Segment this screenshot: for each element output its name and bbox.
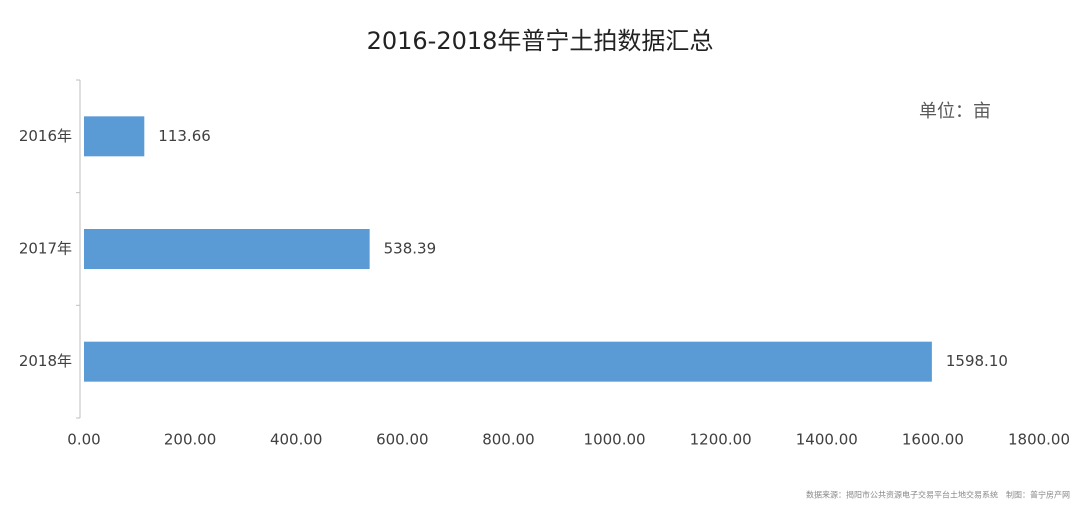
x-tick-label: 800.00 (482, 431, 535, 449)
bar (84, 341, 932, 382)
y-tick-label: 2016年 (19, 127, 72, 145)
bar (84, 116, 145, 157)
source-note: 数据来源：揭阳市公共资源电子交易平台土地交易系统 制图：普宁房产网 (806, 490, 1070, 500)
value-label: 1598.10 (946, 352, 1008, 370)
bar (84, 229, 370, 269)
x-tick-label: 200.00 (164, 431, 217, 449)
value-label: 538.39 (384, 240, 437, 258)
x-tick-label: 1600.00 (902, 431, 964, 449)
x-tick-label: 0.00 (67, 431, 100, 449)
x-tick-label: 1000.00 (584, 431, 646, 449)
value-label: 113.66 (158, 127, 211, 145)
unit-label: 单位：亩 (919, 101, 991, 122)
chart-title: 2016-2018年普宁土拍数据汇总 (367, 27, 714, 55)
x-tick-label: 1400.00 (796, 431, 858, 449)
x-tick-label: 1800.00 (1008, 431, 1070, 449)
y-tick-label: 2017年 (19, 240, 72, 258)
y-tick-label: 2018年 (19, 352, 72, 370)
x-tick-label: 1200.00 (690, 431, 752, 449)
x-tick-label: 600.00 (376, 431, 429, 449)
x-tick-label: 400.00 (270, 431, 323, 449)
